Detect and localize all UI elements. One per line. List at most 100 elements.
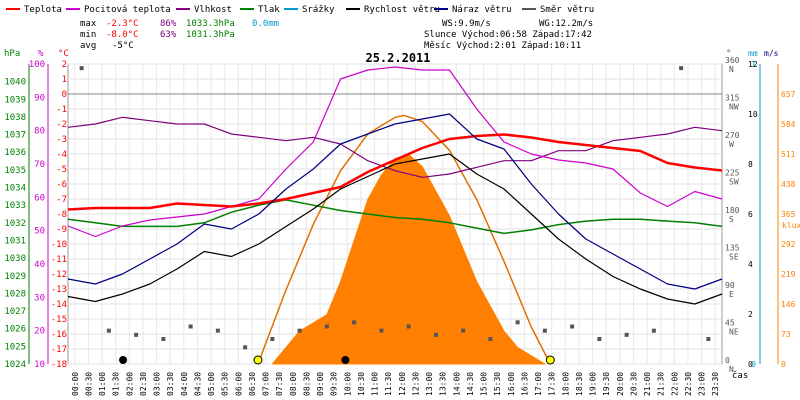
tick-time-7: 03:30	[166, 372, 175, 396]
tick-light-438: 438	[781, 180, 796, 189]
tick-direction-315: 315	[725, 94, 740, 103]
tick-pressure-1027: 1027	[4, 307, 26, 317]
tick-pressure-1037: 1037	[4, 131, 26, 141]
plot-area	[67, 66, 723, 365]
axis-units: hPa % °C ° mm m/s klux čas	[4, 49, 800, 381]
wind-direction-point-2	[134, 332, 139, 337]
tick-light-219: 219	[781, 270, 796, 279]
tick-time-8: 04:00	[180, 372, 189, 396]
tick-direction-90: 90	[725, 281, 735, 290]
tick-direction-label-8: N	[729, 65, 734, 74]
tick-direction-label-1: NE	[729, 328, 739, 337]
wind-direction-point-14	[461, 328, 466, 333]
legend-label-3: Tlak	[258, 5, 280, 15]
tick-humidity-30: 30	[34, 293, 45, 303]
tick-temperature--8: -8	[56, 210, 67, 220]
tick-temperature--9: -9	[56, 225, 67, 235]
tick-direction-label-7: NW	[729, 103, 739, 112]
stats-max-hum: 86%	[160, 19, 177, 29]
tick-humidity-80: 80	[34, 127, 45, 137]
tick-time-32: 16:00	[507, 372, 516, 396]
tick-time-18: 09:00	[316, 372, 325, 396]
tick-time-30: 15:00	[480, 372, 489, 396]
tick-direction-180: 180	[725, 206, 740, 215]
tick-pressure-1040: 1040	[4, 78, 26, 88]
wind-direction-point-20	[624, 332, 629, 337]
chart-title: 25.2.2011	[365, 51, 430, 65]
tick-time-23: 11:30	[384, 372, 393, 396]
tick-temperature--1: -1	[56, 105, 67, 115]
left-axes: 1024102510261027102810291030103110321033…	[4, 60, 67, 370]
wind-direction-point-3	[161, 337, 166, 341]
legend-label-4: Srážky	[302, 5, 335, 15]
series-line-1	[67, 116, 723, 178]
tick-light-511: 511	[781, 150, 796, 159]
tick-time-17: 08:30	[302, 372, 311, 396]
tick-humidity-70: 70	[34, 160, 45, 170]
sun-marker-1	[545, 355, 555, 365]
series-line-2	[67, 66, 723, 238]
tick-time-11: 05:30	[221, 372, 230, 396]
wind-direction-point-1	[106, 328, 111, 333]
stats-min-temp: -8.0°C	[106, 30, 139, 40]
legend-label-6: Náraz větru	[452, 5, 512, 15]
tick-time-34: 17:00	[534, 372, 543, 396]
tick-time-41: 20:30	[629, 372, 638, 396]
tick-light-657: 657	[781, 90, 796, 99]
tick-time-28: 14:00	[452, 372, 461, 396]
tick-time-45: 22:30	[684, 372, 693, 396]
tick-time-44: 22:00	[670, 372, 679, 396]
tick-pressure-1031: 1031	[4, 236, 26, 246]
wind-direction-point-4	[188, 324, 193, 329]
tick-time-2: 01:00	[98, 372, 107, 396]
tick-temperature-1: 1	[62, 75, 67, 85]
tick-temperature--5: -5	[56, 165, 67, 175]
wind-direction-point-5	[215, 328, 220, 333]
tick-temperature--10: -10	[51, 240, 67, 250]
wind-direction-point-0	[79, 66, 84, 71]
unit-time: čas	[732, 370, 748, 381]
tick-time-33: 16:30	[520, 372, 529, 396]
tick-direction-0: 0	[725, 356, 730, 365]
tick-humidity-40: 40	[34, 260, 45, 270]
tick-temperature--7: -7	[56, 195, 67, 205]
tick-time-15: 07:30	[275, 372, 284, 396]
stats-avg-label: avg	[80, 41, 96, 51]
tick-direction-label-0: N	[729, 365, 734, 374]
tick-wind-10: 10	[748, 110, 758, 119]
tick-time-20: 10:00	[343, 372, 352, 396]
tick-time-3: 01:30	[112, 372, 121, 396]
tick-wind-12: 12	[748, 60, 758, 69]
stats-max-label: max	[80, 19, 97, 29]
moon-marker-1	[341, 356, 350, 364]
tick-time-29: 14:30	[466, 372, 475, 396]
stats-max-pres: 1033.3hPa	[186, 19, 235, 29]
wind-direction-point-9	[324, 324, 329, 329]
wind-direction-point-17	[542, 328, 547, 333]
tick-pressure-1033: 1033	[4, 201, 26, 211]
tick-direction-label-5: SW	[729, 178, 739, 187]
tick-wind-4: 4	[748, 260, 753, 269]
right-axes: 0N45NE90E135SE180S225SW270W315NW360N0102…	[725, 56, 796, 374]
wind-direction-point-11	[379, 328, 384, 333]
unit-celsius: °C	[58, 49, 69, 59]
tick-time-14: 07:00	[262, 372, 271, 396]
unit-hpa: hPa	[4, 49, 20, 59]
tick-light-73: 73	[781, 330, 791, 339]
tick-rain-0: 0	[751, 360, 756, 369]
stats-sun-times: Slunce Východ:06:58 Západ:17:42	[424, 30, 592, 40]
wind-direction-point-22	[679, 66, 684, 71]
tick-direction-label-4: S	[729, 215, 734, 224]
tick-time-27: 13:30	[439, 372, 448, 396]
tick-time-9: 04:30	[193, 372, 202, 396]
wind-direction-point-21	[651, 328, 656, 333]
tick-temperature--11: -11	[51, 255, 67, 265]
tick-time-4: 02:00	[125, 372, 134, 396]
tick-time-13: 06:30	[248, 372, 257, 396]
stats-max-temp: -2.3°C	[106, 19, 139, 29]
tick-direction-45: 45	[725, 319, 735, 328]
tick-temperature--3: -3	[56, 135, 67, 145]
wind-direction-point-19	[597, 337, 602, 341]
tick-pressure-1029: 1029	[4, 272, 26, 282]
